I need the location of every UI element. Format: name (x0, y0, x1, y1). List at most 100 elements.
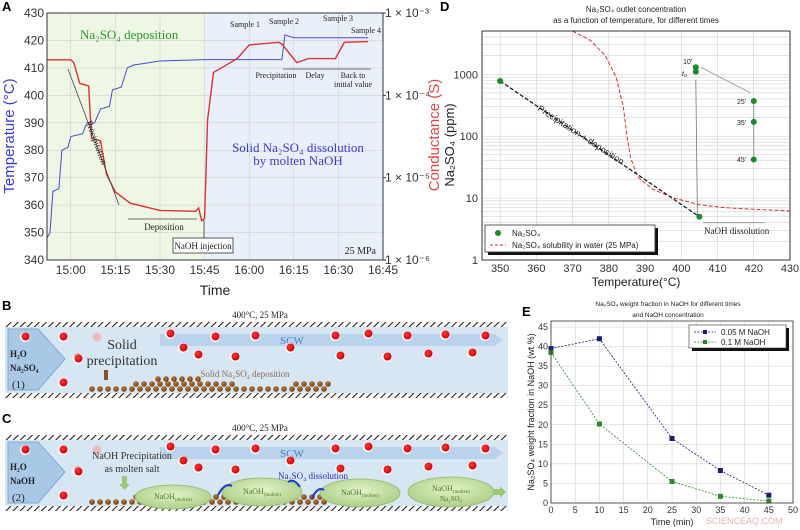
legend-marker-005 (703, 330, 707, 334)
y-tick-label: 35 (538, 361, 548, 371)
red-particle (231, 465, 240, 474)
dissolution-label-line1: Solid Na₂SO₄ dissolution (232, 140, 364, 155)
delay-label: Delay (305, 71, 324, 80)
pressure-label: 25 MPa (345, 246, 377, 257)
deposit-particle (189, 381, 195, 387)
deposit-particle (273, 386, 279, 392)
deposit-particle (305, 499, 311, 505)
time-axis-label: Time (200, 282, 231, 298)
legend-label-005: 0.05 M NaOH (721, 328, 770, 337)
deposition-label: Deposition (144, 222, 184, 232)
deposit-particle (121, 386, 127, 392)
x-tick-label: 40 (740, 505, 750, 515)
dissolution-arrow (287, 479, 301, 488)
deposit-particle (229, 381, 235, 387)
panel-e-chart: E Na₂SO₄ weight fraction in NaOH for dif… (522, 301, 798, 527)
time-45-label: 45' (737, 157, 746, 164)
deposit-particle (321, 386, 327, 392)
legend-marker-01 (703, 340, 707, 344)
red-particle (194, 350, 203, 359)
x-tick-label: 15:15 (100, 263, 130, 277)
e-time-axis-label: Time (min) (651, 517, 694, 527)
deposit-particle (313, 386, 319, 392)
legend-label-na2so4: Na₂SO₄ (512, 229, 540, 238)
molten-label: NaOH(molten) (154, 492, 192, 503)
data-point (596, 336, 602, 342)
back-label-line2: initial value (334, 80, 372, 89)
red-particle (286, 456, 295, 465)
y-tick-label: 5 (543, 478, 548, 488)
red-particle (211, 332, 220, 341)
sample-4-label: Sample 4 (351, 26, 381, 35)
y-tick-label: 25 (538, 400, 548, 410)
y2-tick-label: 1 × 10⁻⁶ (385, 253, 430, 267)
red-particle (481, 444, 490, 453)
red-particle (59, 332, 68, 341)
molten-label-sub: (molten) (362, 494, 380, 499)
deposit-particle (301, 381, 307, 387)
panel-d-legend: Na₂SO₄ Na₂SO₄ solubility in water (25 MP… (484, 224, 658, 255)
y-tick-label: 15 (538, 439, 548, 449)
red-particle (383, 352, 392, 361)
x-tick-label: 0 (548, 505, 553, 515)
red-particle (331, 444, 340, 453)
panel-d-plot-bg (482, 31, 790, 260)
x-tick-label: 410 (708, 263, 726, 275)
x-tick-label: 390 (636, 263, 654, 275)
deposit-particle (163, 376, 169, 382)
red-particle (74, 354, 83, 363)
conductance-axis-label: Conductance (S) (426, 79, 443, 192)
pipe-wall-bottom (5, 506, 508, 511)
y-tick-label: 340 (24, 253, 44, 267)
precipitation-down-arrow (104, 370, 108, 380)
weight-fraction-axis-label: Na₂SO₄ weight fraction in NaOH (wt %) (526, 333, 536, 490)
x-tick-label: 15 (619, 505, 629, 515)
deposit-particle (165, 381, 171, 387)
red-particle (166, 329, 175, 338)
deposit-particle (257, 386, 263, 392)
data-point (596, 421, 602, 427)
data-point (766, 498, 772, 504)
deposit-particle (161, 386, 167, 392)
red-particle (251, 444, 260, 453)
naoh-injection-box (172, 237, 234, 254)
x-tick-label: 380 (600, 263, 618, 275)
deposit-particle (225, 386, 231, 392)
dissolution-vertical-arrow (695, 79, 698, 217)
deposit-particle (171, 376, 177, 382)
pipe-wall-bottom (5, 393, 508, 398)
deposit-particle (265, 386, 271, 392)
deposit-particle (241, 386, 247, 392)
conductance-line (47, 40, 369, 222)
deposit-particle (129, 499, 135, 505)
data-point (766, 492, 772, 498)
x-tick-label: 420 (745, 263, 763, 275)
inlet-label-line2: Na₂SO₄ (10, 363, 39, 373)
x-tick-label: 15:45 (190, 263, 220, 277)
data-point (750, 156, 757, 163)
red-particle (211, 445, 220, 454)
deposit-particle (325, 381, 331, 387)
x-tick-label: 45 (764, 505, 774, 515)
time-0-label: t₀ (682, 71, 687, 78)
deposit-particle (217, 386, 223, 392)
y-tick-label: 360 (24, 198, 44, 212)
deposit-particle (197, 381, 203, 387)
red-particle (441, 443, 450, 452)
red-particle (59, 378, 68, 387)
deposit-particle (195, 376, 201, 382)
deposit-particle (317, 381, 323, 387)
x-tick-label: 430 (781, 263, 799, 275)
x-tick-label: 15:00 (56, 263, 86, 277)
red-particle (74, 467, 83, 476)
deposit-particle (213, 494, 219, 500)
deposit-particle (155, 376, 161, 382)
scw-flow-arrow (160, 447, 503, 459)
temperature-axis-label: Temperature (°C) (1, 78, 18, 193)
y-tick-label: 100 (460, 131, 478, 143)
pipe-wall-top (5, 435, 508, 440)
dissolution-label: Na₂SO₄ dissolution (278, 471, 349, 481)
panel-label-d: D (440, 0, 449, 14)
y-tick-label: 380 (24, 143, 44, 157)
